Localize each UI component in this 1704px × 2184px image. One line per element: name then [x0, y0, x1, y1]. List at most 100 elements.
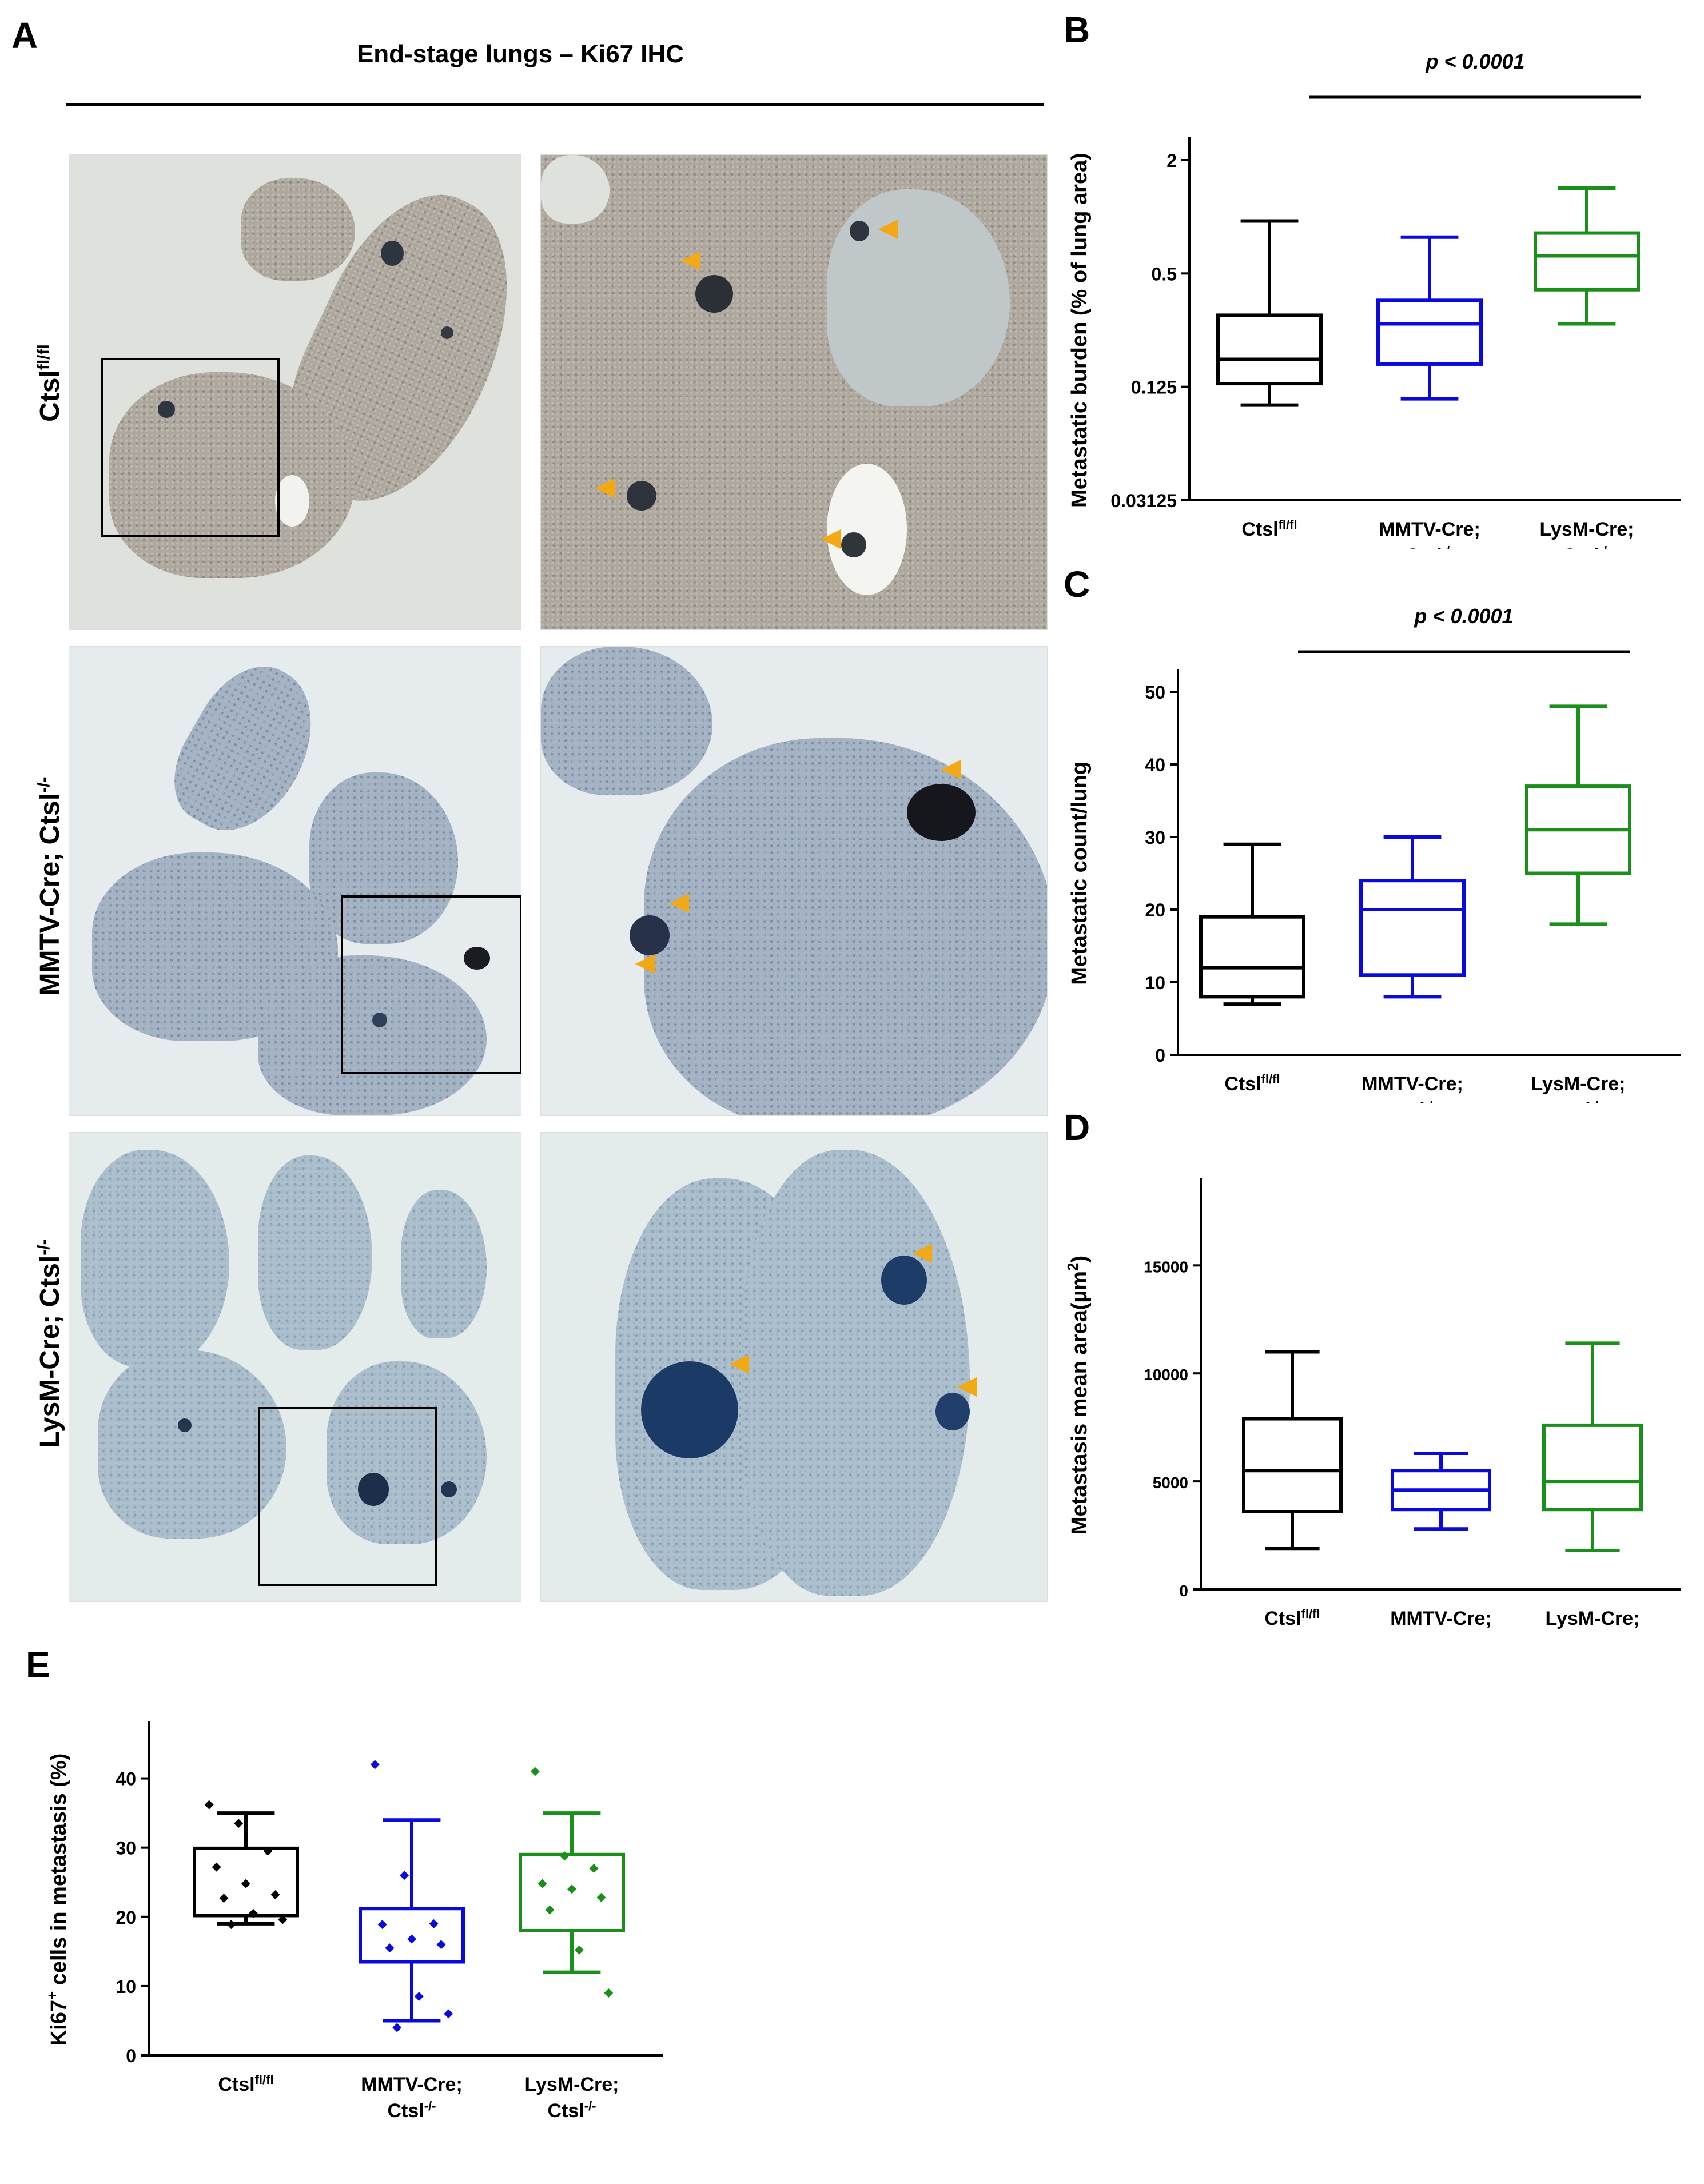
row-label-mmtv-cre: MMTV-Cre; Ctsl-/- [34, 776, 65, 996]
panel-e-letter: E [26, 1644, 50, 1685]
chart-e-point [212, 1862, 221, 1872]
chart-c-ytick-label: 40 [1145, 755, 1165, 775]
chart-d-category-label: MMTV-Cre; [1390, 1608, 1492, 1629]
arrowhead-4 [821, 529, 841, 549]
panel-a-title-rule [66, 103, 1044, 106]
micrograph-mmtv-overview [69, 646, 521, 1116]
chart-e-category-label-line2: Ctsl-/- [548, 2099, 596, 2122]
micrograph-ctsl-flfl-overview [69, 154, 521, 630]
chart-e-point [392, 2023, 402, 2032]
chart-d-box-rect [1242, 1417, 1343, 1513]
chart-e-point [560, 1851, 570, 1861]
chart-c-category-label: MMTV-Cre; [1361, 1073, 1463, 1095]
inset-box-ctsl [101, 358, 280, 537]
chart-c-ytick-label: 30 [1145, 827, 1165, 848]
inset-box-mmtv [341, 895, 521, 1074]
chart-c-category-label: Ctslfl/fl [1224, 1072, 1280, 1095]
arrowhead-8 [913, 1244, 932, 1263]
chart-d-category-label-line2: Ctsl-/- [1568, 1633, 1617, 1636]
arrowhead-10 [957, 1377, 977, 1397]
chart-e-point [385, 1943, 395, 1953]
chart-e-ylabel: Ki67+ cells in metastasis (%) [43, 1753, 71, 2046]
chart-b-box-rect [1216, 313, 1323, 386]
chart-b-box-rect [1534, 231, 1640, 292]
chart-e-point [414, 1992, 424, 2002]
chart-e-point [400, 1871, 409, 1880]
chart-c-category-label-line2: Ctsl-/- [1554, 1098, 1603, 1104]
chart-d-ytick-label: 5000 [1153, 1474, 1188, 1492]
panel-b-letter: B [1064, 9, 1090, 50]
chart-d-category-label: LysM-Cre; [1546, 1608, 1640, 1629]
chart-e-point [219, 1894, 229, 1903]
chart-e-point [263, 1846, 273, 1856]
chart-e-point [429, 1919, 439, 1928]
chart-e-ki67: 0 10 20 30 40 Ki67+ cells in metastasis (%) Ct… [43, 1721, 663, 2122]
chart-e-point [589, 1864, 599, 1873]
chart-b-ytick-label: 0.5 [1152, 264, 1177, 284]
chart-e-category-label-line2: Ctsl-/- [388, 2099, 436, 2122]
chart-d-box-2 [1542, 1341, 1643, 1552]
chart-c-ytick-label: 0 [1155, 1045, 1165, 1066]
arrowhead-1 [878, 220, 898, 239]
chart-b-category-label: LysM-Cre; [1540, 519, 1634, 540]
chart-b-category-label-line2: Ctsl-/- [1406, 544, 1454, 549]
chart-d-box-0 [1242, 1350, 1343, 1551]
arrowhead-3 [595, 479, 615, 498]
chart-b-box-0 [1216, 219, 1323, 407]
chart-e-point [538, 1879, 547, 1888]
chart-e-point [444, 2009, 453, 2019]
arrowhead-6 [670, 894, 689, 913]
chart-c-ytick-label: 10 [1145, 973, 1165, 993]
chart-e-point [204, 1800, 214, 1810]
chart-e-point [241, 1879, 250, 1888]
chart-c-ylabel: Metastatic count/lung [1068, 762, 1092, 985]
chart-e-box-0 [193, 1800, 299, 1930]
row-label-lysm-cre: LysM-Cre; Ctsl-/- [34, 1239, 65, 1448]
chart-e-point [270, 1890, 280, 1900]
arrowhead-7 [635, 954, 655, 974]
chart-e-box-2 [519, 1767, 625, 1998]
chart-e-point [370, 1760, 380, 1769]
chart-c-pvalue: p < 0.0001 [1414, 604, 1513, 628]
chart-e-point [574, 1945, 584, 1955]
chart-e-point [234, 1819, 244, 1828]
chart-c-category-label-line2: Ctsl-/- [1388, 1098, 1437, 1104]
chart-d-ytick-label: 0 [1179, 1582, 1188, 1600]
chart-e-category-label: LysM-Cre; [525, 2074, 619, 2095]
micrograph-lysm-overview [69, 1132, 521, 1602]
chart-e-point [226, 1920, 236, 1930]
chart-e-point [596, 1892, 606, 1902]
chart-b-box-1 [1376, 235, 1483, 401]
chart-d-category-label: Ctslfl/fl [1264, 1607, 1320, 1630]
chart-c-category-label: LysM-Cre; [1531, 1073, 1626, 1095]
chart-b-pvalue: p < 0.0001 [1425, 50, 1524, 73]
chart-e-ytick-label: 30 [116, 1838, 136, 1859]
chart-e-point [278, 1915, 288, 1924]
chart-b-category-label: MMTV-Cre; [1379, 519, 1480, 540]
inset-box-lysm [258, 1407, 437, 1586]
panel-d-letter: D [1064, 1107, 1090, 1148]
arrowhead-9 [730, 1354, 749, 1374]
chart-c-box-rect [1359, 879, 1466, 977]
chart-b-ytick-label: 2 [1166, 150, 1177, 171]
micrograph-lysm-zoom [540, 1132, 1048, 1602]
chart-d-category-label-line2: Ctsl-/- [1417, 1633, 1466, 1636]
chart-c-ytick-label: 50 [1145, 682, 1165, 703]
chart-e-ytick-label: 40 [116, 1769, 136, 1790]
chart-e-point [407, 1934, 416, 1944]
chart-e-box-1 [359, 1760, 465, 2032]
panel-c-letter: C [1064, 564, 1090, 605]
chart-e-ytick-label: 20 [116, 1907, 136, 1928]
chart-b-ytick-label: 0.03125 [1110, 491, 1177, 511]
micrograph-ctsl-flfl-zoom [540, 154, 1048, 630]
micrograph-mmtv-zoom [540, 646, 1048, 1116]
chart-c-box-0 [1199, 842, 1305, 1006]
row-label-ctsl-flfl: Ctslfl/fl [34, 344, 65, 422]
arrowhead-2 [681, 251, 700, 270]
arrowhead-5 [941, 760, 961, 779]
chart-e-ytick-label: 0 [126, 2046, 136, 2066]
panel-a-title: End-stage lungs – Ki67 IHC [356, 40, 684, 68]
chart-d-box-rect [1542, 1423, 1643, 1512]
chart-b-box-2 [1534, 186, 1640, 326]
chart-d-box-1 [1391, 1452, 1491, 1531]
